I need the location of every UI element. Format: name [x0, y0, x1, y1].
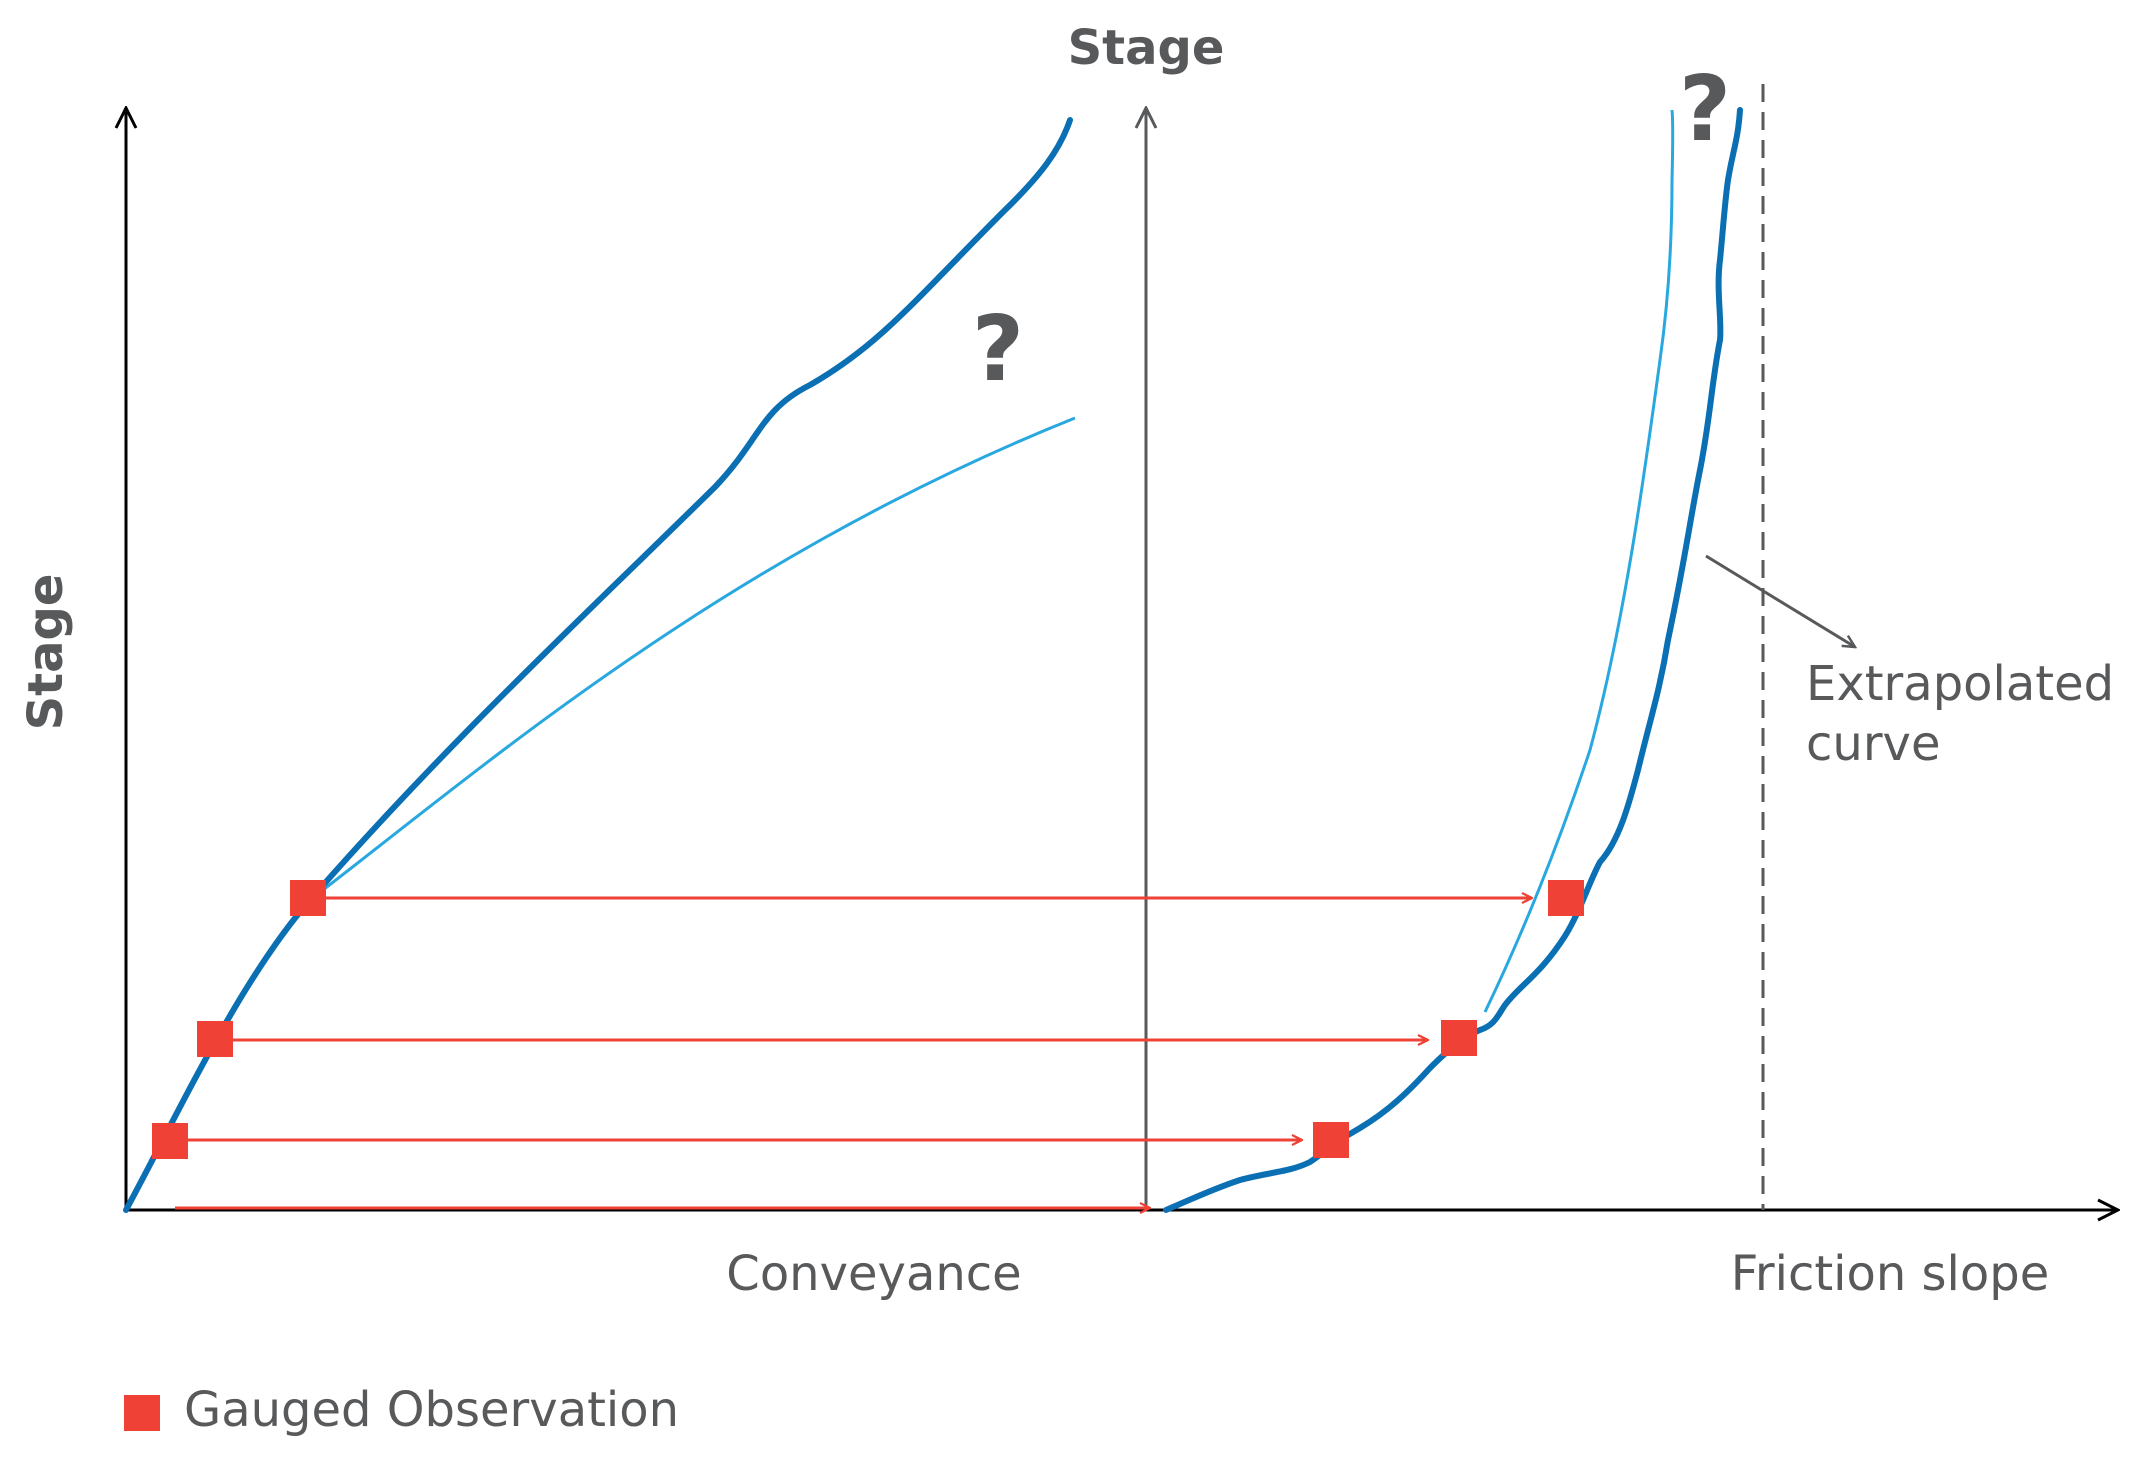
observation-marker: [1441, 1020, 1477, 1056]
conveyance-curve-light: [309, 416, 1076, 902]
observation-marker: [290, 880, 326, 916]
legend-swatch: [124, 1395, 160, 1431]
observation-links: [170, 898, 1532, 1208]
stage-label-top: Stage: [1068, 20, 1225, 76]
extrapolated-pointer-arrow: [1705, 554, 1855, 647]
stage-label-left: Stage: [18, 574, 74, 731]
observation-marker: [197, 1021, 233, 1057]
extrapolated-label-line2: curve: [1806, 716, 1940, 772]
question-mark-right: ?: [1679, 57, 1731, 162]
legend: Gauged Observation: [124, 1382, 679, 1438]
observation-markers: [152, 880, 1584, 1159]
conveyance-label: Conveyance: [726, 1246, 1021, 1302]
legend-label: Gauged Observation: [184, 1382, 679, 1438]
question-mark-left: ?: [972, 297, 1024, 402]
conveyance-curve-dark: [123, 117, 1073, 1213]
friction-slope-label: Friction slope: [1731, 1246, 2050, 1302]
observation-marker: [1548, 880, 1584, 916]
friction-curve-light: [1483, 109, 1675, 1013]
observation-marker: [152, 1123, 188, 1159]
extrapolated-label-line1: Extrapolated: [1806, 656, 2114, 712]
observation-marker: [1313, 1122, 1349, 1158]
